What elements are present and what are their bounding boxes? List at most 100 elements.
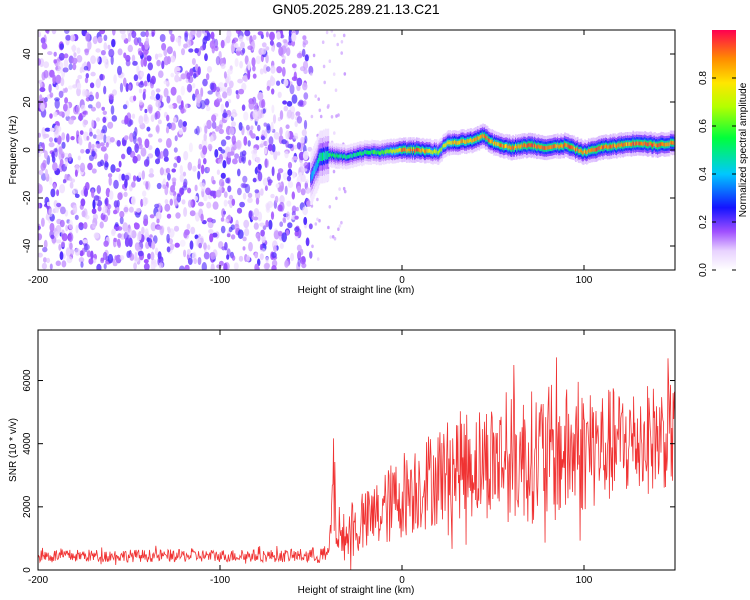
noise-blob xyxy=(234,58,239,67)
signal-cell xyxy=(641,141,644,146)
noise-blob xyxy=(187,187,192,194)
noise-blob xyxy=(259,253,264,261)
signal-cell xyxy=(354,153,356,157)
signal-cell xyxy=(389,148,392,153)
noise-blob xyxy=(270,121,274,132)
noise-blob xyxy=(261,135,266,141)
noise-blob xyxy=(161,60,165,70)
noise-blob xyxy=(297,250,302,261)
noise-blob xyxy=(58,90,64,99)
noise-blob xyxy=(222,91,228,99)
noise-blob xyxy=(167,172,171,181)
signal-cell xyxy=(328,153,331,157)
noise-blob xyxy=(150,114,155,122)
signal-cell xyxy=(430,150,432,154)
noise-blob xyxy=(142,91,146,101)
signal-cell xyxy=(634,141,636,146)
noise-blob xyxy=(96,128,101,135)
signal-cell xyxy=(432,150,434,155)
noise-blob xyxy=(60,77,65,87)
noise-blob xyxy=(296,185,301,193)
noise-blob xyxy=(70,34,76,42)
noise-blob xyxy=(48,83,52,93)
noise-blob xyxy=(218,241,224,249)
noise-blob xyxy=(206,119,212,130)
noise-blob xyxy=(64,158,69,167)
signal-cell xyxy=(398,147,401,152)
noise-blob xyxy=(174,200,178,206)
signal-cell xyxy=(342,155,344,160)
snr-series-line xyxy=(38,357,675,570)
signal-cell xyxy=(625,142,627,146)
noise-blob xyxy=(336,42,340,47)
noise-blob xyxy=(271,88,275,95)
signal-cell xyxy=(550,145,553,149)
noise-blob xyxy=(335,114,338,118)
noise-blob xyxy=(266,125,271,134)
noise-blob xyxy=(216,264,222,269)
signal-cell xyxy=(481,134,483,139)
noise-blob xyxy=(276,42,282,48)
signal-cell xyxy=(647,142,650,147)
noise-blob xyxy=(124,178,128,189)
signal-cell xyxy=(656,143,658,148)
signal-cell xyxy=(424,149,426,154)
noise-blob xyxy=(79,130,84,136)
noise-blob xyxy=(247,45,253,50)
signal-cell xyxy=(395,148,398,153)
noise-blob xyxy=(294,226,300,233)
noise-blob xyxy=(184,103,188,110)
noise-blob xyxy=(38,152,41,158)
noise-blob xyxy=(283,105,289,112)
noise-blob xyxy=(155,110,161,120)
noise-blob xyxy=(330,30,334,33)
signal-cell xyxy=(627,142,629,146)
noise-blob xyxy=(83,188,88,197)
spectrogram-noise-layer xyxy=(38,30,347,270)
noise-blob xyxy=(80,104,86,112)
noise-blob xyxy=(218,82,225,90)
noise-blob xyxy=(300,136,305,144)
noise-blob xyxy=(286,109,292,119)
noise-blob xyxy=(55,239,62,244)
signal-cell xyxy=(369,150,372,155)
signal-cell xyxy=(501,143,503,148)
signal-cell xyxy=(417,147,420,152)
noise-blob xyxy=(166,233,170,244)
noise-blob xyxy=(211,114,217,122)
noise-blob xyxy=(285,124,290,129)
noise-blob xyxy=(40,162,46,171)
noise-blob xyxy=(209,190,216,197)
noise-blob xyxy=(264,185,268,191)
signal-cell xyxy=(503,144,505,149)
signal-cell xyxy=(491,139,493,144)
signal-cell xyxy=(413,147,415,151)
noise-blob xyxy=(210,31,215,40)
noise-blob xyxy=(65,34,71,41)
noise-blob xyxy=(259,68,264,75)
signal-cell xyxy=(530,144,533,148)
noise-blob xyxy=(207,221,214,229)
noise-blob xyxy=(276,66,283,74)
noise-blob xyxy=(92,134,97,139)
noise-blob xyxy=(49,113,53,119)
noise-blob xyxy=(61,260,67,268)
noise-blob xyxy=(265,54,269,64)
noise-blob xyxy=(134,222,140,230)
noise-blob xyxy=(276,31,281,40)
noise-blob xyxy=(168,104,174,109)
x-tick-label: -200 xyxy=(28,575,48,586)
noise-blob xyxy=(233,223,240,231)
signal-cell xyxy=(456,141,459,145)
noise-blob xyxy=(81,210,86,218)
noise-blob xyxy=(95,78,101,89)
signal-cell xyxy=(378,151,381,156)
noise-blob xyxy=(184,264,190,270)
noise-blob xyxy=(187,199,193,208)
noise-blob xyxy=(55,84,60,91)
noise-blob xyxy=(109,190,114,200)
signal-cell xyxy=(312,170,314,180)
noise-blob xyxy=(302,150,309,161)
signal-cell xyxy=(537,144,540,148)
noise-blob xyxy=(236,207,243,214)
